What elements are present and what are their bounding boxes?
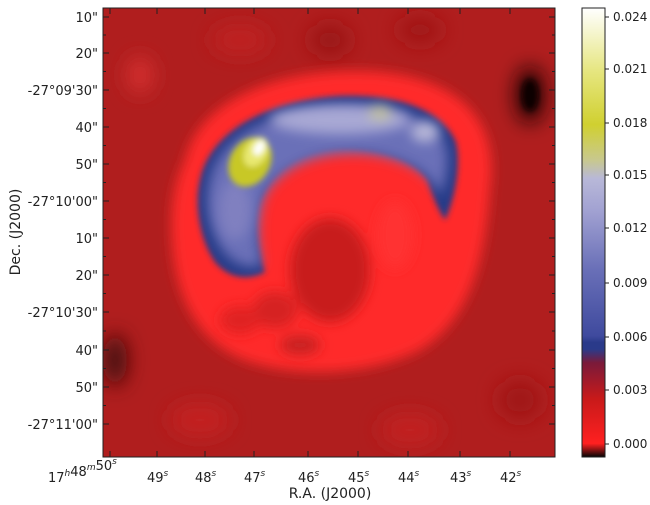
y-tick-label: 10": [75, 11, 98, 26]
x-tick-label: 47s: [244, 469, 266, 486]
y-tick-label: 10": [75, 232, 98, 247]
y-tick-label: -27°09'30": [28, 84, 98, 99]
y-tick-label: -27°10'00": [28, 195, 98, 210]
colorbar-tick-label: 0.000: [613, 437, 647, 451]
x-tick-label: 49s: [147, 469, 169, 486]
colorbar-tick-label: 0.006: [613, 330, 647, 344]
x-tick-label: 42s: [500, 469, 522, 486]
x-axis-ticks: 17h48m50s 49s 48s 47s 46s 45s 44s 43s 42s: [48, 8, 522, 486]
colorbar-tick-label: 0.009: [613, 276, 647, 290]
colorbar-tick-label: 0.003: [613, 383, 647, 397]
x-tick-label: 48s: [195, 469, 217, 486]
colorbar-tick-label: 0.024: [613, 10, 647, 24]
x-axis-label: R.A. (J2000): [289, 486, 372, 502]
colorbar-frame: [581, 7, 606, 458]
x-tick-label: 43s: [450, 469, 472, 486]
colorbar-tick-label: 0.012: [613, 221, 647, 235]
y-tick-label: -27°11'00": [28, 418, 98, 433]
x-tick-label: 45s: [348, 469, 370, 486]
x-tick-label: 44s: [398, 469, 420, 486]
y-tick-label: 40": [75, 121, 98, 136]
x-tick-label: 17h48m50s: [48, 457, 117, 486]
radio-image: [103, 8, 555, 457]
colorbar-tick-label: 0.018: [613, 116, 647, 130]
colorbar-ticks: 0.024 0.021 0.018 0.015 0.012 0.009 0.006 0.003…: [605, 10, 647, 451]
colorbar-tick-label: 0.015: [613, 168, 647, 182]
colorbar-gradient: [582, 8, 605, 457]
plot-frame: [102, 7, 556, 458]
y-tick-label: 40": [75, 344, 98, 359]
y-axis-label: Dec. (J2000): [8, 189, 24, 276]
y-tick-label: 50": [75, 381, 98, 396]
y-axis-ticks: 10" 20" -27°09'30" 40" 50" -27°10'00" 10" 20" -2…: [28, 11, 555, 433]
colorbar: 0.024 0.021 0.018 0.015 0.012 0.009 0.006 0.003…: [581, 7, 647, 458]
colorbar-tick-label: 0.021: [613, 62, 647, 76]
y-tick-label: 20": [75, 269, 98, 284]
y-tick-label: 20": [75, 47, 98, 62]
x-tick-label: 46s: [298, 469, 320, 486]
y-tick-label: 50": [75, 158, 98, 173]
y-tick-label: -27°10'30": [28, 306, 98, 321]
